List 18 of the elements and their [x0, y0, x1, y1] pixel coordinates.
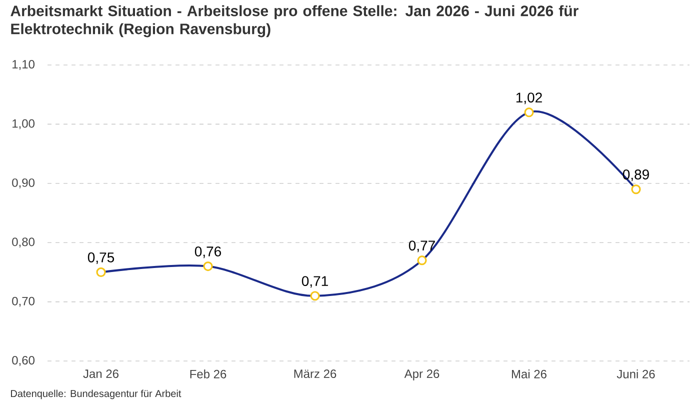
y-tick-label: 0,90	[12, 178, 35, 188]
y-tick-label: 1,00	[12, 119, 35, 130]
x-tick-label: Juni 26	[616, 370, 655, 378]
data-label: 0,71	[302, 276, 328, 288]
x-tick-label: Apr 26	[404, 370, 440, 380]
data-label: 0,75	[88, 252, 114, 264]
x-tick-label: März 26	[294, 370, 336, 378]
x-tick-label: Feb 26	[190, 370, 226, 378]
x-tick-label: Jan 26	[83, 370, 118, 378]
chart-title: Arbeitsmarkt Situation - Arbeitslose pro offene Stelle: Jan 2026 - Juni 2026 für Elektrotechnik (Region Ravensburg)	[10, 5, 578, 38]
data-label: 1,02	[516, 92, 542, 104]
y-tick-label: 0,80	[12, 238, 35, 248]
y-tick-label: 0,60	[12, 356, 35, 366]
x-tick-label: Mai 26	[512, 370, 546, 378]
data-label: 0,76	[194, 246, 222, 258]
y-tick-label: 0,70	[12, 296, 35, 307]
y-tick-label: 1,10	[12, 60, 35, 70]
text: Datenquelle: Bundesagentur für Arbeit	[11, 390, 182, 400]
